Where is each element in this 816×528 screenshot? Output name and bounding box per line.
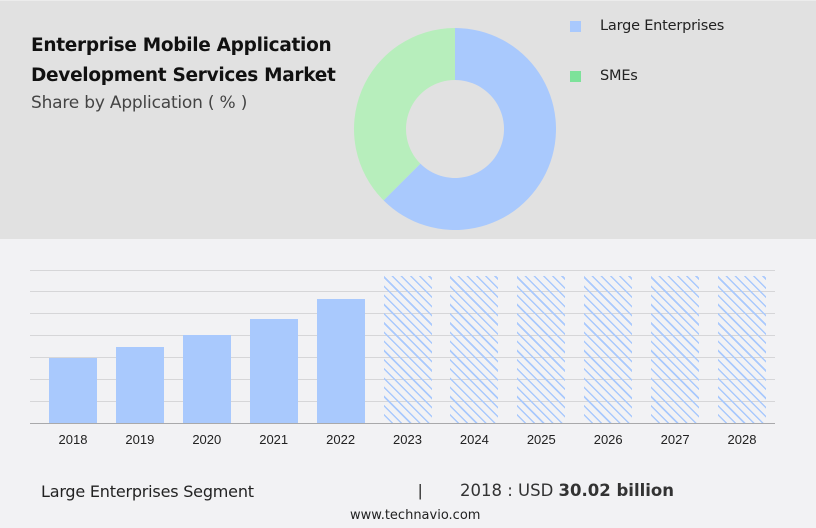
value-prefix: 2018 : USD	[460, 481, 554, 500]
chart-subtitle: Share by Application ( % )	[31, 93, 248, 113]
source-url: www.technavio.com	[350, 508, 481, 523]
bar-2022	[316, 298, 365, 423]
bar-2020	[182, 334, 231, 423]
x-tick-label: 2021	[259, 432, 289, 447]
chart-header: Enterprise Mobile Application Developmen…	[0, 0, 816, 239]
gridline	[30, 270, 775, 271]
segment-value: 2018 : USD 30.02 billion	[460, 481, 674, 500]
x-axis-line	[30, 423, 775, 424]
bar-2019	[115, 347, 164, 423]
title-line-2: Development Services Market	[31, 65, 336, 86]
value-amount: 30.02 billion	[558, 481, 674, 500]
bar-2021	[249, 318, 298, 423]
x-tick-label: 2020	[192, 432, 222, 447]
x-tick-label: 2025	[526, 432, 556, 447]
donut-slice-large-enterprises	[383, 28, 556, 231]
chart-title: Enterprise Mobile Application Developmen…	[31, 31, 336, 91]
legend-item-smes: SMEs	[570, 68, 638, 84]
x-tick-label: 2023	[393, 432, 422, 447]
x-tick-label: 2018	[58, 432, 88, 447]
legend-label: Large Enterprises	[600, 18, 725, 34]
legend-label: SMEs	[600, 68, 638, 84]
legend-item-large-enterprises: Large Enterprises	[570, 18, 724, 34]
segment-label: Large Enterprises Segment	[41, 482, 254, 501]
forecast-bar-2024	[450, 276, 499, 423]
x-tick-label: 2024	[459, 432, 489, 447]
forecast-bar-2027	[651, 276, 700, 423]
x-tick-label: 2027	[660, 432, 690, 447]
x-tick-label: 2026	[593, 432, 623, 447]
forecast-bar-2025	[517, 276, 566, 423]
title-line-1: Enterprise Mobile Application	[31, 35, 332, 56]
donut-slice-smes	[354, 28, 455, 201]
legend-swatch-icon	[570, 70, 581, 82]
donut-chart	[354, 28, 556, 231]
x-tick-label: 2028	[727, 432, 757, 447]
x-tick-label: 2019	[125, 432, 155, 447]
bar-2018	[49, 357, 97, 423]
separator: |	[418, 481, 423, 500]
x-tick-label: 2022	[326, 432, 356, 447]
forecast-bar-2028	[718, 276, 766, 423]
forecast-bar-2026	[584, 276, 633, 423]
legend-swatch-icon	[570, 20, 581, 32]
forecast-bar-2023	[383, 276, 432, 423]
